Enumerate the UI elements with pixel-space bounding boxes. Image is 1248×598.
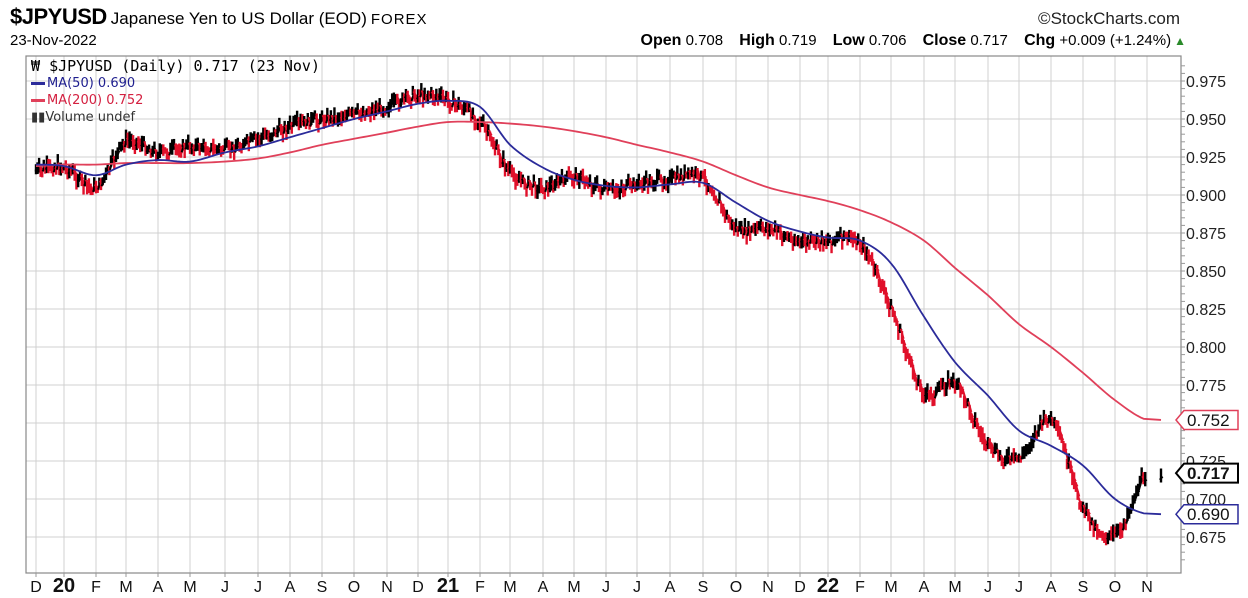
x-tick-label: J — [254, 579, 262, 596]
high-label: High — [739, 32, 775, 49]
chart-title: $JPYUSD Japanese Yen to US Dollar (EOD) FO… — [10, 4, 428, 30]
x-tick-label: A — [919, 579, 930, 596]
legend-main: ₩ $JPYUSD (Daily) 0.717 (23 Nov) — [31, 58, 320, 75]
x-tick-label: 21 — [437, 575, 459, 597]
y-tick-label: 0.875 — [1186, 226, 1226, 243]
y-tick-label: 0.900 — [1186, 188, 1226, 205]
legend-ma50: MA(50) 0.690 — [31, 75, 320, 92]
ohlc-summary: Open 0.708 High 0.719 Low 0.706 Close 0.… — [641, 32, 1187, 50]
chg-label: Chg — [1024, 32, 1056, 49]
chart-date: 23-Nov-2022 — [10, 32, 97, 49]
y-tick-label: 0.925 — [1186, 150, 1226, 167]
legend-ma200: MA(200) 0.752 — [31, 92, 320, 109]
x-tick-label: M — [948, 579, 961, 596]
price-bars — [34, 83, 1164, 546]
x-tick-label: 22 — [817, 575, 839, 597]
y-tick-label: 0.950 — [1186, 112, 1226, 129]
x-tick-label: F — [91, 579, 101, 596]
x-tick-label: J — [1015, 579, 1023, 596]
x-tick-label: M — [884, 579, 897, 596]
y-tick-label: 0.800 — [1186, 340, 1226, 357]
y-tick-label: 0.675 — [1186, 530, 1226, 547]
ma200-price-tag-label: 0.752 — [1187, 411, 1230, 430]
description: Japanese Yen to US Dollar (EOD) — [110, 9, 367, 28]
legend-ma50-text: MA(50) 0.690 — [47, 76, 136, 91]
x-tick-label: N — [762, 579, 774, 596]
legend-volume-text: Volume undef — [45, 110, 136, 125]
close-price-tag-label: 0.717 — [1187, 464, 1230, 483]
open-value: 0.708 — [685, 32, 724, 49]
ma50-line — [35, 99, 1162, 516]
x-tick-label: D — [794, 579, 806, 596]
x-tick-label: J — [984, 579, 992, 596]
ma50-price-tag — [1175, 503, 1239, 525]
x-tick-label: N — [1141, 579, 1153, 596]
y-tick-label: 0.775 — [1186, 378, 1226, 395]
x-tick-label: N — [381, 579, 393, 596]
legend-ma200-text: MA(200) 0.752 — [47, 93, 144, 108]
open-label: Open — [640, 32, 682, 49]
x-tick-label: M — [183, 579, 196, 596]
x-tick-label: O — [730, 579, 742, 596]
candle-icon: ₩ — [31, 57, 41, 75]
x-tick-label: F — [475, 579, 485, 596]
ma200-price-tag — [1175, 409, 1239, 431]
y-tick-label: 0.850 — [1186, 264, 1226, 281]
x-tick-label: J — [602, 579, 610, 596]
x-tick-label: 20 — [53, 575, 75, 597]
exchange: FOREX — [370, 11, 428, 28]
x-tick-label: O — [348, 579, 360, 596]
legend-main-text: $JPYUSD (Daily) 0.717 (23 Nov) — [49, 57, 320, 75]
x-tick-label: M — [503, 579, 516, 596]
x-tick-label: M — [567, 579, 580, 596]
x-tick-label: A — [665, 579, 676, 596]
brand-link[interactable]: ©StockCharts.com — [1038, 9, 1180, 28]
x-tick-label: A — [538, 579, 549, 596]
legend-volume: ▮▮Volume undef — [31, 109, 320, 126]
ma200-line — [35, 120, 1162, 421]
x-tick-label: A — [1046, 579, 1057, 596]
x-tick-label: M — [119, 579, 132, 596]
x-tick-label: D — [30, 579, 42, 596]
x-tick-label: A — [285, 579, 296, 596]
close-label: Close — [922, 32, 967, 49]
x-tick-label: S — [317, 579, 328, 596]
up-triangle-icon: ▲ — [1174, 34, 1186, 48]
close-value: 0.717 — [970, 32, 1008, 49]
x-tick-label: F — [855, 579, 865, 596]
x-tick-label: D — [412, 579, 424, 596]
x-tick-label: J — [633, 579, 641, 596]
low-value: 0.706 — [868, 32, 907, 49]
x-tick-label: O — [1109, 579, 1121, 596]
x-tick-label: A — [153, 579, 164, 596]
low-label: Low — [832, 32, 865, 49]
y-tick-label: 0.825 — [1186, 302, 1226, 319]
y-tick-label: 0.975 — [1186, 74, 1226, 91]
symbol: $JPYUSD — [10, 4, 107, 29]
ma50-price-tag-label: 0.690 — [1187, 505, 1230, 524]
x-tick-label: J — [221, 579, 229, 596]
volume-bars-icon: ▮▮ — [31, 110, 46, 125]
x-tick-label: S — [1078, 579, 1089, 596]
ma200-swatch-icon — [31, 99, 45, 102]
chart-legend: ₩ $JPYUSD (Daily) 0.717 (23 Nov) MA(50) … — [31, 58, 320, 126]
ma50-swatch-icon — [31, 82, 45, 85]
x-tick-label: S — [698, 579, 709, 596]
chg-value: +0.009 (+1.24%) — [1059, 32, 1172, 49]
high-value: 0.719 — [779, 32, 817, 49]
close-price-tag — [1174, 462, 1239, 484]
